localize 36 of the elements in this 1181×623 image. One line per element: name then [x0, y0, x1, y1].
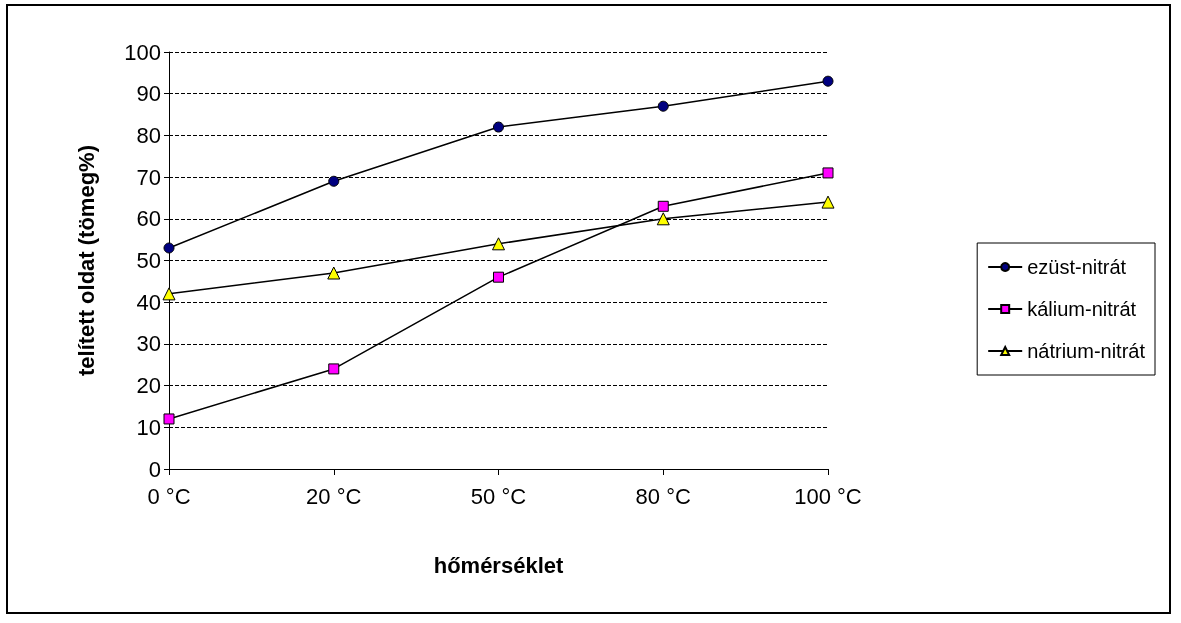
point [163, 413, 175, 425]
y-tick-label: 60 [136, 206, 161, 232]
y-tick-label: 90 [136, 81, 161, 107]
point [492, 237, 505, 251]
legend-label: ezüst-nitrát [1027, 256, 1127, 278]
point [493, 271, 504, 283]
y-tick-label: 70 [136, 164, 161, 190]
y-tick-label: 50 [136, 248, 161, 273]
point [493, 121, 504, 133]
point [822, 75, 834, 87]
point [657, 200, 669, 212]
y-tick-label: 10 [136, 414, 161, 440]
y-tick-label: 0 [148, 456, 161, 482]
y-tick-label: 20 [136, 373, 161, 399]
legend-label: nátrium-nitrát [1027, 340, 1146, 362]
point [656, 212, 670, 226]
x-tick-label: 50 °C [470, 483, 527, 509]
point [657, 100, 669, 112]
x-tick-label: 80 °C [635, 483, 691, 509]
x-axis-title: hőmérséklet [433, 552, 564, 578]
point [328, 175, 340, 187]
legend-label: kálium-nitrát [1027, 298, 1137, 320]
x-tick-label: 0 °C [147, 483, 191, 509]
y-tick-label: 80 [136, 122, 161, 148]
x-tick-label: 20 °C [306, 483, 362, 509]
point [822, 167, 834, 179]
point [821, 195, 835, 209]
y-tick-label: 40 [136, 289, 161, 315]
point [162, 287, 176, 301]
y-axis-title: telített oldat (tömeg%) [73, 145, 99, 376]
y-tick-label: 100 [124, 39, 161, 65]
point [328, 363, 340, 375]
x-tick-label: 100 °C [794, 483, 862, 509]
point [163, 242, 175, 254]
y-tick-label: 30 [136, 331, 161, 357]
point [327, 266, 341, 280]
